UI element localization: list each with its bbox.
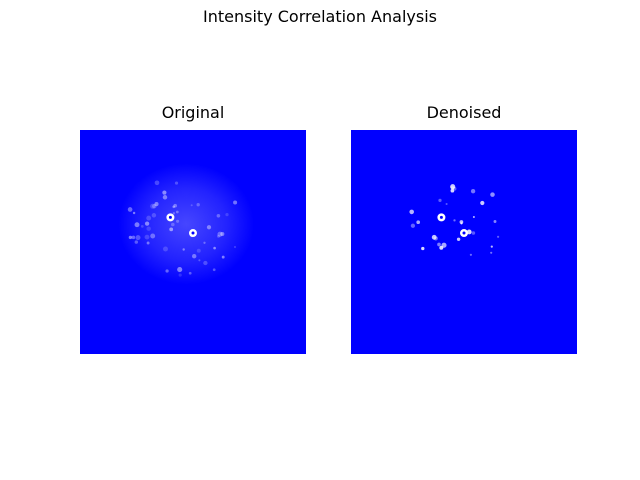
speckle-point: [178, 273, 182, 277]
speckle-point: [493, 220, 497, 223]
speckle-point: [217, 231, 223, 237]
speckle-point: [152, 203, 157, 209]
original-panel-title: Original: [161, 103, 225, 122]
speckle-point: [172, 205, 175, 209]
speckle-point: [203, 241, 206, 244]
denoised-panel-title: Denoised: [426, 103, 502, 122]
denoised-heatmap: [351, 130, 577, 354]
speckle-point: [127, 207, 133, 212]
speckle-point: [445, 202, 448, 206]
speckle-point: [146, 215, 152, 221]
speckle-point: [459, 220, 464, 224]
speckle-point: [173, 203, 177, 208]
speckle-point: [151, 213, 157, 218]
speckle-point: [135, 235, 141, 241]
speckle-point: [162, 195, 168, 200]
speckle-point: [470, 189, 476, 194]
speckle-point: [409, 209, 414, 215]
speckle-point: [233, 200, 238, 205]
original-heatmap-panel: [80, 130, 306, 354]
speckle-point: [490, 251, 493, 254]
speckle-point: [154, 180, 160, 186]
speckle-point: [203, 260, 208, 266]
speckle-point: [198, 259, 201, 262]
speckle-point: [453, 219, 456, 222]
speckle-point: [165, 269, 169, 273]
speckle-point: [217, 234, 220, 238]
speckle-point: [154, 202, 159, 207]
speckle-point: [140, 225, 144, 228]
speckle-point: [233, 245, 237, 249]
hotspot-core: [439, 215, 443, 219]
speckle-point: [175, 210, 179, 214]
hotspot-core: [191, 231, 195, 235]
speckle-point: [490, 245, 493, 248]
speckle-point: [439, 245, 444, 250]
speckle-point: [128, 235, 133, 240]
speckle-point: [216, 214, 221, 218]
speckle-point: [190, 204, 193, 207]
original-heatmap: [80, 130, 306, 354]
denoised-heatmap-panel: [351, 130, 577, 354]
intensity-glow: [118, 163, 255, 285]
speckle-point: [144, 221, 150, 226]
speckle-point: [172, 212, 176, 215]
speckle-point: [177, 267, 183, 273]
heatmap-background: [351, 130, 577, 354]
speckle-point: [163, 246, 168, 252]
speckle-point: [421, 246, 425, 251]
speckle-point: [438, 198, 442, 203]
speckle-point: [171, 222, 175, 227]
speckle-point: [206, 225, 212, 230]
speckle-point: [146, 226, 151, 231]
speckle-point: [225, 212, 229, 217]
speckle-point: [471, 231, 476, 235]
speckle-point: [416, 220, 421, 225]
speckle-point: [150, 233, 156, 239]
speckle-point: [213, 246, 216, 250]
speckle-point: [150, 203, 156, 209]
speckle-point: [182, 248, 185, 251]
speckle-point: [134, 222, 140, 228]
speckle-point: [437, 242, 441, 247]
speckle-point: [456, 237, 461, 242]
speckle-point: [480, 200, 485, 206]
hotspot-core: [168, 215, 172, 219]
speckle-point: [134, 240, 138, 244]
speckle-point: [431, 234, 437, 240]
speckle-point: [192, 254, 197, 259]
speckle-point: [131, 235, 136, 240]
speckle-point: [220, 231, 225, 237]
speckle-point: [433, 236, 438, 241]
speckle-point: [212, 268, 216, 272]
speckle-point: [162, 190, 167, 195]
speckle-point: [196, 203, 200, 207]
speckle-point: [132, 211, 136, 215]
speckle-point: [176, 219, 180, 223]
figure-title: Intensity Correlation Analysis: [203, 7, 437, 26]
speckle-point: [221, 255, 225, 259]
speckle-point: [169, 227, 174, 232]
speckle-point: [469, 253, 473, 256]
speckle-point: [144, 234, 150, 240]
speckle-point: [410, 223, 416, 228]
speckle-point: [450, 188, 455, 193]
speckle-point: [472, 215, 475, 219]
speckle-point: [450, 184, 456, 190]
speckle-point: [146, 241, 150, 245]
speckle-point: [174, 181, 179, 185]
speckle-point: [497, 235, 500, 238]
speckle-point: [188, 271, 192, 275]
speckle-point: [490, 192, 495, 197]
hotspot-core: [462, 231, 466, 235]
speckle-point: [196, 248, 201, 253]
